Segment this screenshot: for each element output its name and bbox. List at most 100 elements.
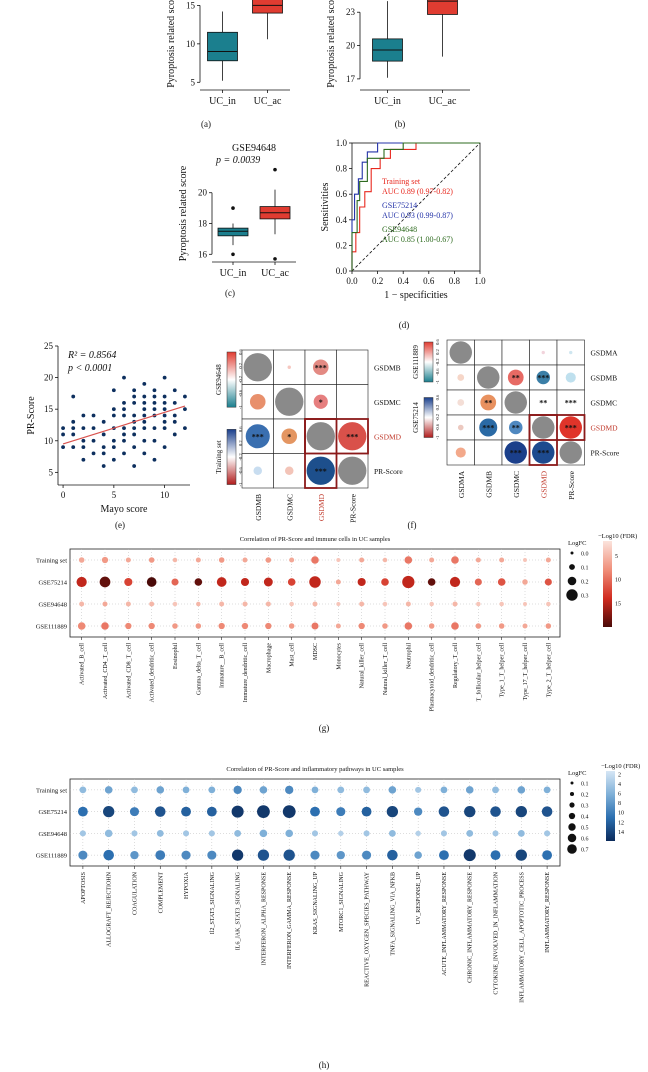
significance-stars: * — [319, 398, 323, 407]
dot — [172, 601, 178, 607]
size-legend-dot — [566, 589, 578, 601]
dot — [207, 850, 217, 860]
scatter-point — [162, 413, 167, 418]
dot — [438, 806, 450, 817]
color-legend-label: 14 — [618, 830, 624, 836]
row-label: GSE94648 — [38, 831, 67, 838]
correlation-circle — [569, 401, 572, 404]
x-tick-label: 5 — [112, 490, 117, 500]
y-tick-label: 17 — [346, 74, 356, 84]
dot — [337, 786, 345, 794]
legend-title: GSE111889 — [412, 345, 420, 379]
dot — [216, 577, 227, 587]
column-label: COMPLEMENT — [158, 872, 164, 914]
x-tick-label: 0.6 — [423, 276, 435, 286]
panel-label-f: (f) — [408, 520, 417, 530]
scatter-point — [142, 394, 147, 399]
scatter-point — [142, 438, 147, 443]
scatter-point — [162, 419, 167, 424]
dot — [287, 578, 296, 586]
y-tick-label: 1.0 — [336, 138, 348, 148]
dot — [218, 557, 225, 563]
size-legend-dot — [567, 833, 577, 843]
y-tick-label: 0.4 — [336, 215, 348, 225]
scatter-point — [172, 388, 177, 393]
legend-tick: -0.2 — [238, 376, 243, 383]
correlation-circle — [536, 370, 550, 385]
significance-stars: ** — [484, 399, 492, 408]
dot — [233, 785, 242, 795]
dot — [382, 623, 388, 629]
panel-h: Correlation of PR-Score and inflammatory… — [36, 763, 641, 1003]
legend-title: Training set — [215, 440, 223, 473]
dot — [289, 601, 294, 607]
scatter-point — [122, 400, 126, 405]
correlation-circle — [312, 359, 329, 376]
matrix-cell — [336, 384, 369, 420]
column-label: Immature_dendritic_cell — [243, 643, 249, 703]
scatter-point — [183, 394, 187, 399]
dot — [289, 557, 295, 563]
scatter-point — [81, 457, 86, 462]
dot — [309, 576, 321, 588]
dot — [77, 622, 86, 630]
x-tick-label: 1.0 — [474, 276, 486, 286]
correlation-circle — [306, 456, 335, 485]
dot — [311, 786, 319, 794]
dot — [404, 556, 413, 564]
correlation-circle — [449, 341, 472, 364]
dot — [182, 830, 190, 837]
scatter-point — [162, 407, 167, 412]
significance-stars: *** — [315, 363, 327, 372]
scatter-point — [91, 438, 96, 443]
dot — [231, 849, 244, 861]
correlation-circle — [559, 441, 582, 464]
dot — [359, 557, 365, 563]
significance-stars: *** — [510, 449, 522, 458]
size-legend-label: 0.0 — [581, 552, 589, 558]
dot — [310, 850, 320, 860]
scatter-point — [132, 400, 137, 405]
scatter-point — [71, 432, 76, 437]
dot — [196, 601, 201, 607]
dot — [451, 622, 459, 630]
color-legend-title: −Log10 (FDR) — [601, 763, 640, 770]
column-label: Type_17_T_helper_cell — [523, 643, 529, 701]
legend-tick: -1 — [435, 436, 440, 440]
scatter-point — [101, 432, 106, 437]
column-label: PR-Score — [348, 493, 357, 522]
box-UC_ac — [427, 0, 458, 15]
dot — [259, 829, 268, 838]
legend-title: GSE75214 — [412, 402, 420, 433]
chart-title: GSE94648 — [232, 143, 276, 154]
column-label: Eosinophil — [173, 643, 179, 669]
significance-stars: *** — [565, 399, 577, 408]
scatter-point — [101, 464, 106, 468]
panel-f-right: ** ***** ** ****** ** ****** ***GSDMAGSDMBGSDM… — [412, 338, 620, 499]
scatter-point — [172, 413, 177, 418]
dot — [311, 830, 319, 837]
dot — [208, 830, 215, 837]
dot — [155, 850, 166, 861]
column-label: COAGULATION — [132, 871, 138, 915]
significance-stars: *** — [252, 432, 264, 441]
dot — [218, 622, 225, 630]
panel-label-a: (a) — [201, 119, 211, 129]
scatter-point — [132, 413, 137, 418]
dot — [363, 830, 370, 837]
dot — [388, 829, 396, 837]
correlation-circle — [455, 447, 466, 458]
row-label: GSDMB — [374, 363, 401, 372]
panel-label-e: (e) — [115, 520, 125, 530]
dot — [131, 786, 138, 794]
scatter-point — [142, 413, 147, 418]
box-UC_in — [217, 227, 249, 237]
dot — [499, 601, 504, 607]
dot — [429, 557, 435, 563]
dot — [499, 557, 505, 563]
roc-legend-auc: AUC 0.89 (0.97-0.82) — [382, 187, 453, 196]
x-tick-label: 0.0 — [346, 276, 358, 286]
size-legend-dot — [569, 791, 575, 797]
dot — [475, 557, 481, 563]
dot — [452, 601, 458, 607]
